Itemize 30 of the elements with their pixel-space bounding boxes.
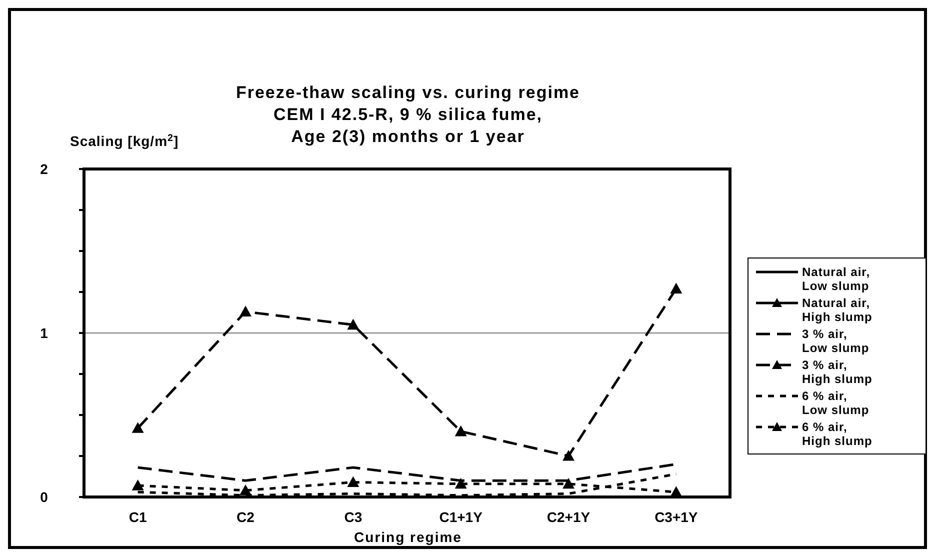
legend-label: 3 % air, Low slump [802, 327, 870, 355]
point [670, 282, 682, 294]
point [347, 476, 360, 488]
point [454, 425, 467, 436]
y-axis-title: Scaling [kg/m$^{2}$] [70, 132, 179, 149]
chart-title: Freeze-thaw scaling vs. curing regime CEM I 42.5-R, 9 % silica fume, Age 2(3) months or 1 year [236, 83, 580, 146]
legend-label: 6 % air, High slump [802, 420, 872, 448]
x-tick-label: C1+1Y [439, 509, 484, 525]
point [240, 484, 252, 496]
point [562, 450, 574, 461]
x-tick-label: C2 [236, 509, 255, 525]
legend-label: 6 % air, Low slump [802, 389, 870, 417]
legend-label: Natural air, Low slump [802, 265, 870, 293]
x-tick-label: C2+1Y [546, 509, 591, 525]
legend-label: 3 % air, High slump [802, 358, 872, 386]
x-tick-label: C3 [344, 509, 362, 525]
point [454, 478, 467, 489]
point [240, 306, 252, 316]
x-axis-title: Curing regime [354, 529, 462, 545]
x-tick-label: C1 [128, 509, 147, 525]
legend-label: Natural air, High slump [802, 296, 872, 324]
x-tick-label: C3+1Y [654, 509, 698, 525]
point [562, 478, 574, 489]
point [670, 486, 682, 497]
y-tick-label: 0 [40, 488, 48, 505]
point [347, 318, 360, 330]
point [132, 480, 144, 490]
point [132, 422, 144, 433]
y-tick-label: 1 [40, 324, 48, 341]
y-tick-label: 2 [40, 160, 48, 177]
